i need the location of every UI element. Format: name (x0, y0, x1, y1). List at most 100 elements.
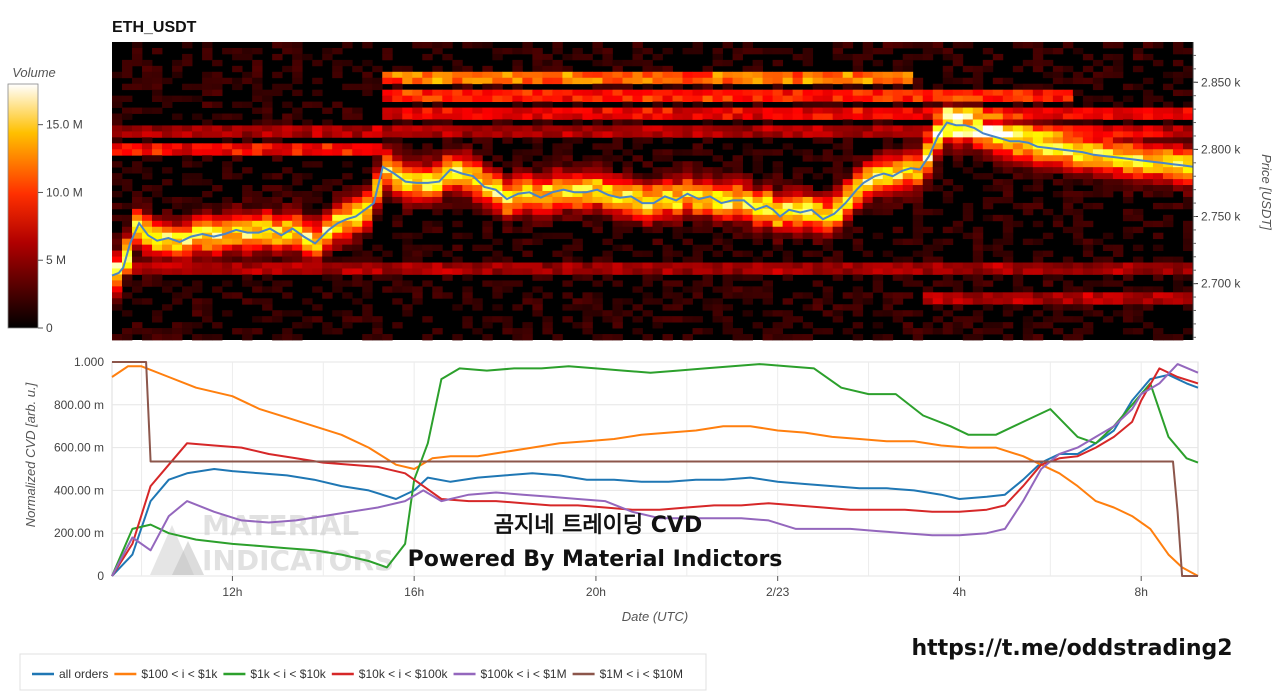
heatmap-cell (402, 191, 413, 198)
heatmap-cell (1122, 119, 1134, 126)
heatmap-cell (902, 262, 914, 269)
heatmap-cell (122, 262, 133, 269)
heatmap-cell (552, 149, 563, 156)
heatmap-cell (502, 47, 513, 55)
heatmap-cell (1062, 292, 1074, 299)
heatmap-cell (552, 262, 563, 269)
heatmap-cell (362, 179, 373, 186)
heatmap-cell (892, 173, 904, 180)
heatmap-cell (932, 256, 944, 263)
heatmap-cell (912, 95, 924, 102)
heatmap-cell (872, 310, 884, 317)
heatmap-cell (872, 191, 884, 198)
heatmap-cell (212, 83, 223, 91)
heatmap-cell (1052, 143, 1064, 150)
heatmap-cell (752, 47, 763, 55)
heatmap-cell (752, 77, 763, 85)
heatmap-cell (1092, 185, 1104, 192)
heatmap-cell (1002, 250, 1014, 257)
heatmap-cell (952, 280, 964, 287)
heatmap-cell (652, 131, 663, 138)
heatmap-cell (252, 208, 263, 216)
heatmap-cell (1182, 47, 1194, 55)
heatmap-cell (1162, 131, 1174, 138)
heatmap-cell (942, 113, 954, 120)
heatmap-cell (582, 191, 593, 198)
heatmap-cell (252, 298, 263, 305)
heatmap-cell (882, 119, 894, 126)
heatmap-cell (432, 113, 443, 120)
heatmap-cell (1072, 161, 1084, 168)
heatmap-cell (702, 83, 713, 91)
heatmap-cell (302, 101, 313, 108)
heatmap-cell (622, 161, 633, 168)
heatmap-cell (1042, 71, 1054, 79)
heatmap-cell (942, 226, 954, 234)
heatmap-cell (142, 196, 153, 204)
heatmap-cell (712, 310, 723, 317)
heatmap-cell (1072, 143, 1084, 150)
heatmap-cell (442, 125, 453, 132)
heatmap-cell (512, 304, 523, 311)
heatmap-cell (852, 208, 864, 216)
heatmap-cell (532, 53, 543, 61)
heatmap-cell (442, 53, 453, 61)
heatmap-cell (1122, 137, 1134, 144)
heatmap-cell (822, 292, 834, 299)
heatmap-cell (652, 53, 663, 61)
heatmap-cell (142, 238, 153, 246)
heatmap-cell (932, 298, 944, 305)
heatmap-cell (562, 304, 573, 311)
heatmap-cell (1072, 238, 1084, 246)
heatmap-cell (762, 214, 774, 222)
heatmap-cell (1012, 119, 1024, 126)
heatmap-cell (732, 202, 743, 210)
heatmap-cell (852, 173, 864, 180)
heatmap-cell (972, 113, 984, 120)
heatmap-cell (562, 179, 573, 186)
heatmap-cell (1172, 179, 1184, 186)
heatmap-cell (852, 292, 864, 299)
heatmap-cell (782, 47, 794, 55)
heatmap-cell (1042, 89, 1054, 97)
heatmap-cell (202, 304, 213, 311)
heatmap-cell (612, 83, 623, 91)
heatmap-cell (202, 316, 213, 323)
heatmap-cell (812, 101, 824, 108)
heatmap-cell (712, 202, 723, 210)
heatmap-cell (742, 42, 753, 49)
heatmap-cell (1032, 161, 1044, 168)
heatmap-cell (792, 226, 804, 234)
heatmap-cell (482, 256, 493, 263)
heatmap-cell (472, 262, 483, 269)
heatmap-cell (642, 77, 653, 85)
heatmap-cell (1062, 65, 1074, 73)
heatmap-cell (1082, 53, 1094, 61)
heatmap-cell (1072, 107, 1084, 114)
heatmap-cell (492, 196, 503, 204)
heatmap-cell (622, 185, 633, 192)
heatmap-cell (422, 191, 433, 198)
heatmap-cell (992, 119, 1004, 126)
heatmap-cell (332, 310, 343, 317)
heatmap-cell (1052, 161, 1064, 168)
heatmap-cell (852, 310, 864, 317)
heatmap-cell (562, 53, 573, 61)
heatmap-cell (812, 196, 824, 204)
heatmap-cell (182, 155, 193, 162)
heatmap-cell (482, 77, 493, 85)
heatmap-cell (312, 250, 323, 257)
heatmap-cell (362, 71, 373, 79)
heatmap-cell (1012, 274, 1024, 281)
heatmap-cell (232, 53, 243, 61)
heatmap-cell (1122, 286, 1134, 293)
heatmap-cell (912, 280, 924, 287)
heatmap-cell (782, 256, 794, 263)
heatmap-cell (212, 322, 223, 329)
heatmap-cell (752, 71, 763, 79)
heatmap-cell (262, 185, 273, 192)
telegram-url[interactable]: https://t.me/oddstrading2 (911, 636, 1232, 661)
heatmap-cell (172, 256, 183, 263)
heatmap-cell (382, 53, 393, 61)
